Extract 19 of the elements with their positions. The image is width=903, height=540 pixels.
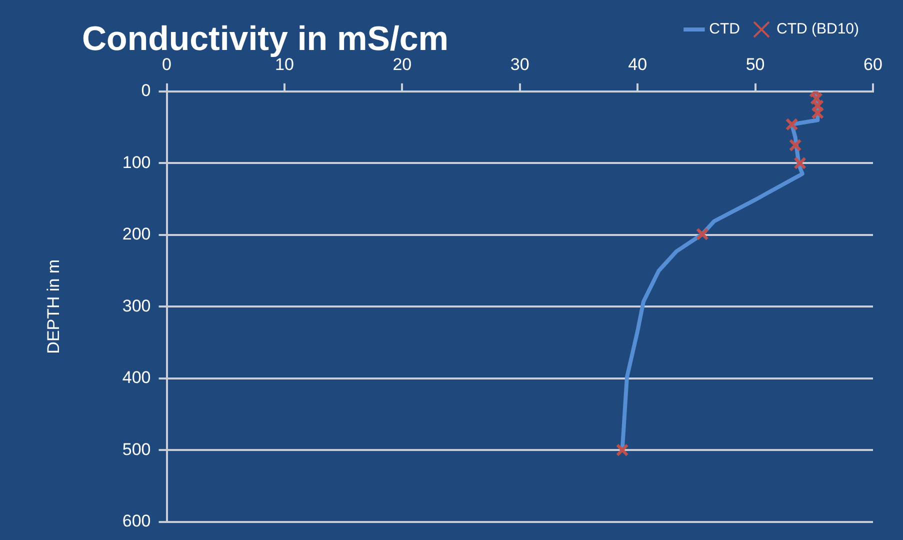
y-tick-label: 500 bbox=[122, 440, 151, 459]
y-tick-label: 400 bbox=[122, 368, 151, 388]
y-tick-label: 300 bbox=[122, 296, 151, 316]
legend-label: CTD bbox=[709, 20, 740, 38]
point bbox=[696, 228, 709, 241]
y-axis-title: DEPTH in m bbox=[44, 259, 63, 354]
y-tick-label: 0 bbox=[141, 81, 151, 100]
x-tick-label: 40 bbox=[628, 54, 648, 74]
x-tick-label: 50 bbox=[746, 54, 765, 74]
point bbox=[788, 138, 802, 152]
point bbox=[794, 156, 806, 170]
x-tick-label: 60 bbox=[864, 54, 882, 74]
point bbox=[785, 118, 798, 131]
y-tick-label: 200 bbox=[122, 224, 151, 244]
legend-label: CTD (BD10) bbox=[776, 20, 860, 38]
y-tick-label: 600 bbox=[122, 511, 151, 530]
point bbox=[616, 444, 629, 457]
y-tick-label: 100 bbox=[122, 152, 151, 172]
x-tick-label: 30 bbox=[510, 54, 530, 74]
